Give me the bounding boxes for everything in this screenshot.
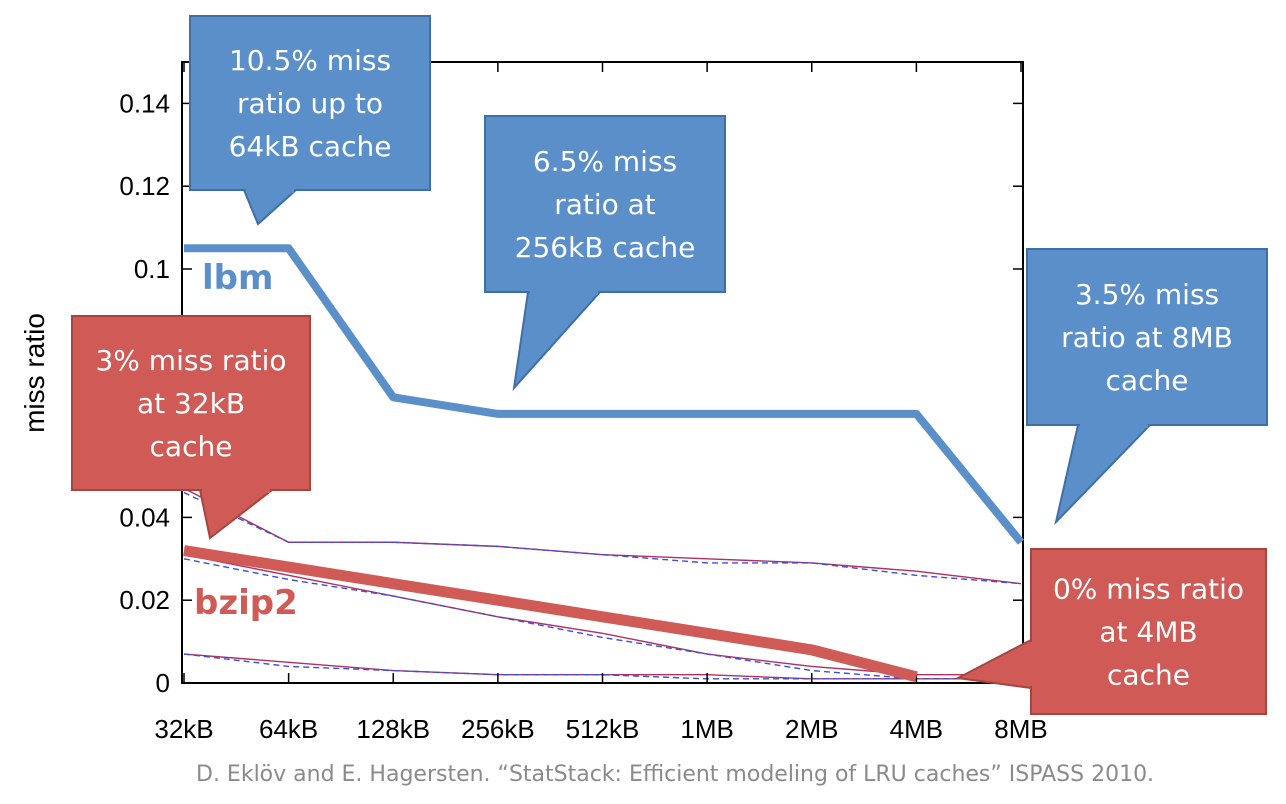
y-tick-label: 0 — [156, 668, 170, 698]
x-tick-label: 256kB — [461, 714, 535, 744]
citation: D. Eklöv and E. Hagersten. “StatStack: E… — [196, 762, 1155, 787]
callout-seam — [1080, 422, 1148, 428]
y-tick-label: 0.02 — [119, 585, 170, 615]
background-series-line — [183, 491, 1022, 585]
callout-seam — [530, 289, 598, 295]
callout: 6.5% miss ratio at 256kB cache — [484, 115, 726, 392]
y-tick-label: 0.04 — [119, 502, 170, 532]
callout-text-line: 10.5% miss — [229, 44, 391, 77]
main-series-lines — [183, 244, 1025, 683]
x-tick-label: 512kB — [566, 714, 640, 744]
callout-pointer — [954, 638, 1032, 690]
background-lines — [183, 487, 1022, 680]
plot-axes: 0 0.02 0.04 0.1 0.12 0.14 32kB 64kB 128kB 256kB 51… — [19, 61, 1048, 744]
background-series-line — [183, 653, 1021, 680]
callout-seam — [246, 187, 294, 193]
callout-seam — [1028, 642, 1034, 686]
callout-text-line: cache — [1107, 659, 1190, 692]
callout-box — [1030, 548, 1267, 715]
callout-pointer — [242, 189, 299, 226]
x-tick-label: 2MB — [785, 714, 838, 744]
x-tick-label: 4MB — [890, 714, 943, 744]
callout-text-line: at 4MB — [1099, 616, 1197, 649]
series-line-bzip2 — [183, 545, 918, 683]
callout-text-line: 6.5% miss — [533, 145, 677, 178]
callout-pointer — [198, 489, 275, 540]
background-series-line — [183, 558, 1021, 680]
callout-text-line: ratio up to — [237, 87, 383, 120]
x-tick-label: 128kB — [356, 714, 430, 744]
callout-text-line: 64kB cache — [229, 130, 392, 163]
x-tick-label: 64kB — [259, 714, 318, 744]
series-label-lbm: lbm — [202, 258, 273, 298]
callout: 3% miss ratio at 32kB cache — [71, 315, 311, 540]
callout: 0% miss ratio at 4MB cache — [954, 548, 1267, 715]
callout-text-line: 0% miss ratio — [1053, 573, 1244, 606]
callout-text-line: ratio at — [554, 188, 656, 221]
callout: 10.5% miss ratio up to 64kB cache — [189, 15, 431, 226]
callout-seam — [202, 487, 270, 493]
y-tick-label: 0.1 — [134, 254, 170, 284]
x-tick-label: 1MB — [680, 714, 733, 744]
callout-text-line: 256kB cache — [515, 231, 696, 264]
series-label-bzip2: bzip2 — [194, 583, 298, 623]
y-tick-label: 0.12 — [119, 171, 170, 201]
callout-text-line: cache — [1106, 364, 1189, 397]
callout-text-line: 3% miss ratio — [95, 344, 286, 377]
callout: 3.5% miss ratio at 8MB cache — [1026, 248, 1268, 526]
x-tick-label: 8MB — [994, 714, 1047, 744]
callout-text-line: ratio at 8MB — [1061, 321, 1233, 354]
callout-text-line: 3.5% miss — [1075, 278, 1219, 311]
y-axis-title: miss ratio — [19, 313, 50, 433]
callout-text-line: cache — [150, 430, 233, 463]
callout-box — [189, 15, 431, 191]
series-line-lbm — [184, 244, 1025, 545]
callout-pointer — [1054, 424, 1153, 526]
callout-box — [1026, 248, 1268, 426]
y-tick-label: 0.14 — [119, 88, 170, 118]
text-labels: lbm bzip2 — [194, 258, 298, 623]
callout-text-line: at 32kB — [137, 387, 245, 420]
callout-box — [484, 115, 726, 293]
x-tick-label: 32kB — [154, 714, 213, 744]
callout-box — [71, 315, 311, 491]
callouts: 10.5% miss ratio up to 64kB cache 6.5% miss… — [71, 15, 1268, 715]
callout-pointer — [512, 291, 603, 392]
